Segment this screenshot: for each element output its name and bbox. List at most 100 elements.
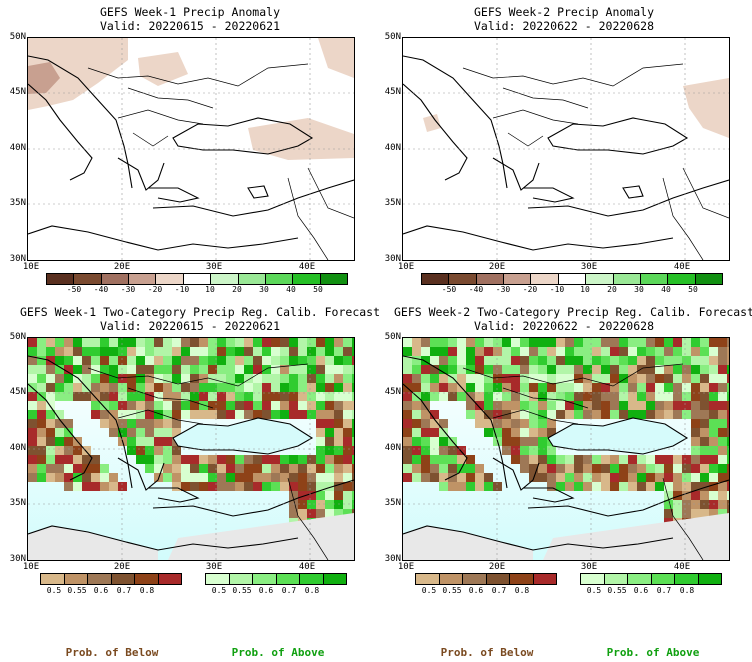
prob-above-colorbar — [580, 573, 722, 585]
probability-cell — [565, 401, 574, 410]
probability-cell — [145, 338, 154, 347]
probability-cell — [637, 365, 646, 374]
lon-label: 20E — [488, 262, 506, 272]
probability-cell — [592, 347, 601, 356]
prob-below-label: Prob. of Below — [65, 646, 159, 659]
probability-cell — [244, 383, 253, 392]
probability-cell — [253, 410, 262, 419]
colorbar-swatch — [651, 574, 675, 584]
probability-cell — [556, 383, 565, 392]
panel-title: GEFS Week-2 Precip Anomaly — [473, 5, 654, 19]
probability-cell — [664, 347, 673, 356]
probability-cell — [55, 473, 64, 482]
probability-cell — [73, 455, 82, 464]
probability-cell — [403, 356, 412, 365]
probability-cell — [181, 338, 190, 347]
probability-cell — [352, 419, 354, 428]
probability-cell — [109, 419, 118, 428]
probability-cell — [46, 338, 55, 347]
coastlines — [403, 55, 729, 251]
probability-cell — [610, 383, 619, 392]
lat-label: 35N — [9, 498, 26, 508]
colorbar-swatch — [628, 574, 652, 584]
probability-cell — [217, 401, 226, 410]
probability-cell — [430, 437, 439, 446]
probability-cell — [421, 437, 430, 446]
probability-cell — [289, 383, 298, 392]
probability-cell — [136, 383, 145, 392]
probability-cell — [691, 365, 700, 374]
probability-cell — [484, 419, 493, 428]
probability-cell — [583, 410, 592, 419]
lon-label: 20E — [488, 562, 506, 572]
probability-cell — [637, 338, 646, 347]
probability-cell — [181, 374, 190, 383]
probability-cell — [334, 392, 343, 401]
probability-cell — [226, 356, 235, 365]
probability-cell — [628, 338, 637, 347]
probability-cell — [484, 338, 493, 347]
probability-cell — [343, 392, 352, 401]
probability-cell — [118, 347, 127, 356]
probability-cell — [325, 491, 334, 500]
probability-cell — [484, 365, 493, 374]
probability-cell — [181, 401, 190, 410]
probability-cell — [655, 365, 664, 374]
probability-cell — [316, 491, 325, 500]
probability-cell — [682, 374, 691, 383]
probability-cell — [673, 464, 682, 473]
probability-cell — [709, 365, 718, 374]
probability-cell — [325, 338, 334, 347]
probability-cell — [412, 428, 421, 437]
colorbar-tick: -50 — [66, 285, 82, 294]
probability-cell — [529, 356, 538, 365]
probability-cell — [637, 455, 646, 464]
probability-cell — [316, 428, 325, 437]
probability-cell — [538, 338, 547, 347]
probability-cell — [457, 455, 466, 464]
probability-cell — [691, 392, 700, 401]
probability-cell — [511, 338, 520, 347]
probability-cell — [556, 410, 565, 419]
probability-cell — [307, 374, 316, 383]
probability-cell — [334, 500, 343, 509]
probability-cell — [325, 356, 334, 365]
probability-cell — [118, 401, 127, 410]
probability-cell — [154, 383, 163, 392]
colorbar-swatch — [276, 574, 300, 584]
probability-cell — [709, 338, 718, 347]
probability-cell — [655, 464, 664, 473]
probability-cell — [502, 338, 511, 347]
probability-cell — [691, 482, 700, 491]
probability-cell — [199, 473, 208, 482]
probability-cell — [574, 455, 583, 464]
probability-cell — [691, 464, 700, 473]
probability-cell — [190, 356, 199, 365]
probability-cell — [700, 338, 709, 347]
probability-cell — [289, 365, 298, 374]
probability-cell — [646, 338, 655, 347]
probability-cell — [430, 455, 439, 464]
probability-cell — [511, 347, 520, 356]
lon-label: 40E — [298, 262, 316, 272]
probability-cell — [493, 482, 502, 491]
probability-cell — [262, 482, 271, 491]
probability-cell — [646, 464, 655, 473]
probability-cell — [28, 401, 37, 410]
colorbar-swatch — [558, 274, 587, 284]
probability-cell — [343, 428, 352, 437]
probability-cell — [529, 419, 538, 428]
probability-cell — [475, 482, 484, 491]
probability-cell — [181, 392, 190, 401]
probability-cell — [46, 437, 55, 446]
probability-cell — [556, 356, 565, 365]
probability-cell — [493, 392, 502, 401]
probability-cell — [316, 365, 325, 374]
probability-cell — [601, 365, 610, 374]
probability-cell — [154, 437, 163, 446]
probability-cell — [307, 473, 316, 482]
probability-cell — [136, 365, 145, 374]
probability-cell — [682, 401, 691, 410]
probability-cell — [64, 464, 73, 473]
probability-cell — [718, 338, 727, 347]
